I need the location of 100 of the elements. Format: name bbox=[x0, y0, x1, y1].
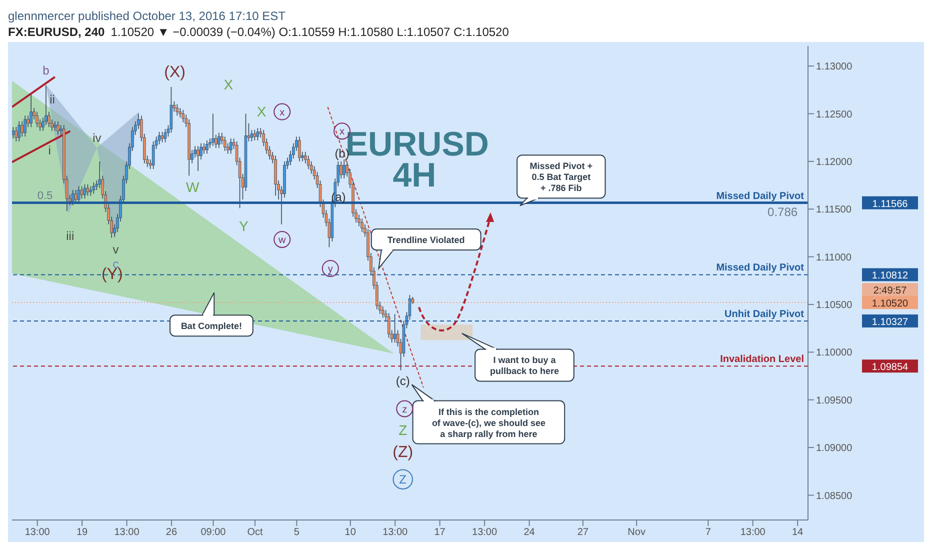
x-tick-label: Oct bbox=[247, 527, 263, 538]
text: 1.10520 bbox=[872, 298, 909, 310]
candlestick bbox=[160, 131, 164, 143]
ref-line-label: Missed Daily Pivot bbox=[716, 262, 805, 274]
y-tick-label: 1.10000 bbox=[816, 348, 853, 359]
candlestick bbox=[298, 136, 301, 162]
text: 1.10812 bbox=[872, 270, 909, 282]
candlestick bbox=[71, 190, 74, 206]
annotation: Y bbox=[238, 218, 249, 234]
annotation: 0.786 bbox=[768, 204, 798, 219]
annotation: w bbox=[277, 234, 286, 246]
annotation: iv bbox=[92, 131, 102, 146]
annotation: Missed Pivot + 0.5 Bat Target + .786 Fib bbox=[530, 161, 593, 194]
y-tick-label: 1.12500 bbox=[816, 109, 853, 120]
x-tick-label: 13:00 bbox=[740, 527, 766, 538]
candlestick bbox=[342, 159, 346, 179]
y-tick-label: 1.12000 bbox=[816, 156, 853, 168]
annotation: W bbox=[186, 179, 200, 196]
candlestick bbox=[18, 120, 21, 142]
candlestick bbox=[77, 186, 80, 204]
candlestick bbox=[176, 104, 179, 116]
annotation: X bbox=[224, 76, 234, 93]
candlestick bbox=[158, 131, 161, 145]
candlestick bbox=[340, 161, 343, 179]
y-tick-label: 1.11500 bbox=[816, 204, 852, 216]
annotation: y bbox=[328, 264, 333, 275]
candlestick bbox=[202, 142, 206, 154]
x-tick-label: 19 bbox=[76, 527, 88, 538]
chart-title: FX:EURUSD, 240 bbox=[8, 25, 105, 39]
x-tick-label: 13:00 bbox=[472, 527, 498, 538]
annotation: (c) bbox=[396, 374, 410, 388]
annotation: Trendline Violated bbox=[387, 234, 465, 245]
candlestick bbox=[360, 218, 364, 232]
ref-line-label: Unhit Daily Pivot bbox=[724, 308, 805, 320]
candlestick bbox=[89, 186, 92, 196]
text: 2:49:57 bbox=[873, 286, 908, 297]
y-tick-label: 1.10500 bbox=[816, 300, 853, 312]
candlestick bbox=[30, 94, 32, 128]
x-tick-label: 26 bbox=[166, 527, 178, 538]
candlestick bbox=[20, 120, 24, 138]
candlestick bbox=[54, 120, 56, 132]
candlestick bbox=[212, 113, 214, 147]
x-tick-label: 17 bbox=[434, 527, 446, 538]
candlestick bbox=[164, 128, 167, 143]
x-tick-label: 09:00 bbox=[200, 527, 226, 538]
annotation: iii bbox=[66, 228, 74, 243]
candlestick bbox=[253, 130, 256, 141]
annotation: 4H bbox=[392, 156, 436, 195]
text: 1.09854 bbox=[872, 362, 909, 374]
x-tick-label: 5 bbox=[294, 527, 300, 538]
candlestick bbox=[56, 120, 60, 136]
candlestick bbox=[36, 111, 38, 128]
annotation: Z bbox=[398, 422, 408, 438]
annotation: Z bbox=[399, 472, 407, 487]
candlestick bbox=[256, 128, 260, 141]
y-tick-label: 1.13000 bbox=[816, 62, 853, 73]
candlestick bbox=[92, 182, 96, 194]
y-tick-label: 1.08500 bbox=[816, 490, 853, 502]
candlestick bbox=[86, 184, 90, 196]
candlestick bbox=[170, 86, 173, 134]
candlestick bbox=[182, 110, 185, 123]
candlestick bbox=[206, 140, 208, 154]
annotation: Bat Complete! bbox=[180, 321, 242, 332]
x-tick-label: 13:00 bbox=[114, 527, 140, 538]
chart-subtitle: 1.10520 ▼ −0.00039 (−0.04%) O:1.10559 H:1.10580 L:1.10507 C:1.10520 bbox=[110, 25, 509, 39]
candlestick bbox=[387, 312, 390, 338]
candlestick bbox=[14, 126, 18, 142]
annotation: ii bbox=[50, 92, 55, 106]
annotation: z bbox=[402, 404, 408, 416]
x-tick-label: 14 bbox=[792, 527, 804, 538]
ref-line-label: Invalidation Level bbox=[720, 354, 804, 366]
candlestick bbox=[80, 186, 84, 199]
x-tick-label: 24 bbox=[524, 527, 536, 538]
text: 1.10327 bbox=[872, 316, 909, 328]
ref-line-label: Missed Daily Pivot bbox=[716, 190, 805, 202]
annotation: 0.5 bbox=[37, 190, 53, 202]
annotation: x bbox=[280, 107, 285, 118]
text: glennmercer published October 13, 2016 17:10 EST bbox=[8, 8, 287, 24]
annotation: X bbox=[256, 104, 267, 120]
candlestick bbox=[152, 140, 155, 170]
text: 1.11566 bbox=[872, 198, 908, 210]
x-tick-label: 13:00 bbox=[24, 527, 50, 538]
candlestick bbox=[196, 146, 200, 172]
candlestick bbox=[229, 138, 232, 154]
x-tick-label: Nov bbox=[628, 527, 646, 538]
annotation: v bbox=[112, 242, 119, 256]
x-tick-label: 13:00 bbox=[382, 527, 408, 538]
candlestick bbox=[223, 136, 226, 152]
y-tick-label: 1.11000 bbox=[816, 252, 852, 264]
annotation: i bbox=[48, 144, 51, 158]
y-tick-label: 1.09000 bbox=[816, 443, 853, 454]
annotation: b bbox=[42, 63, 50, 78]
candlestick bbox=[393, 314, 396, 344]
candlestick bbox=[218, 132, 220, 148]
candlestick bbox=[24, 115, 27, 138]
x-tick-label: 7 bbox=[705, 527, 712, 538]
candlestick bbox=[12, 126, 15, 139]
x-tick-label: 10 bbox=[344, 527, 356, 538]
annotation: If this is the completion of wave-(c), we should see a sharp rally from here bbox=[432, 406, 546, 439]
candlestick bbox=[381, 306, 384, 318]
